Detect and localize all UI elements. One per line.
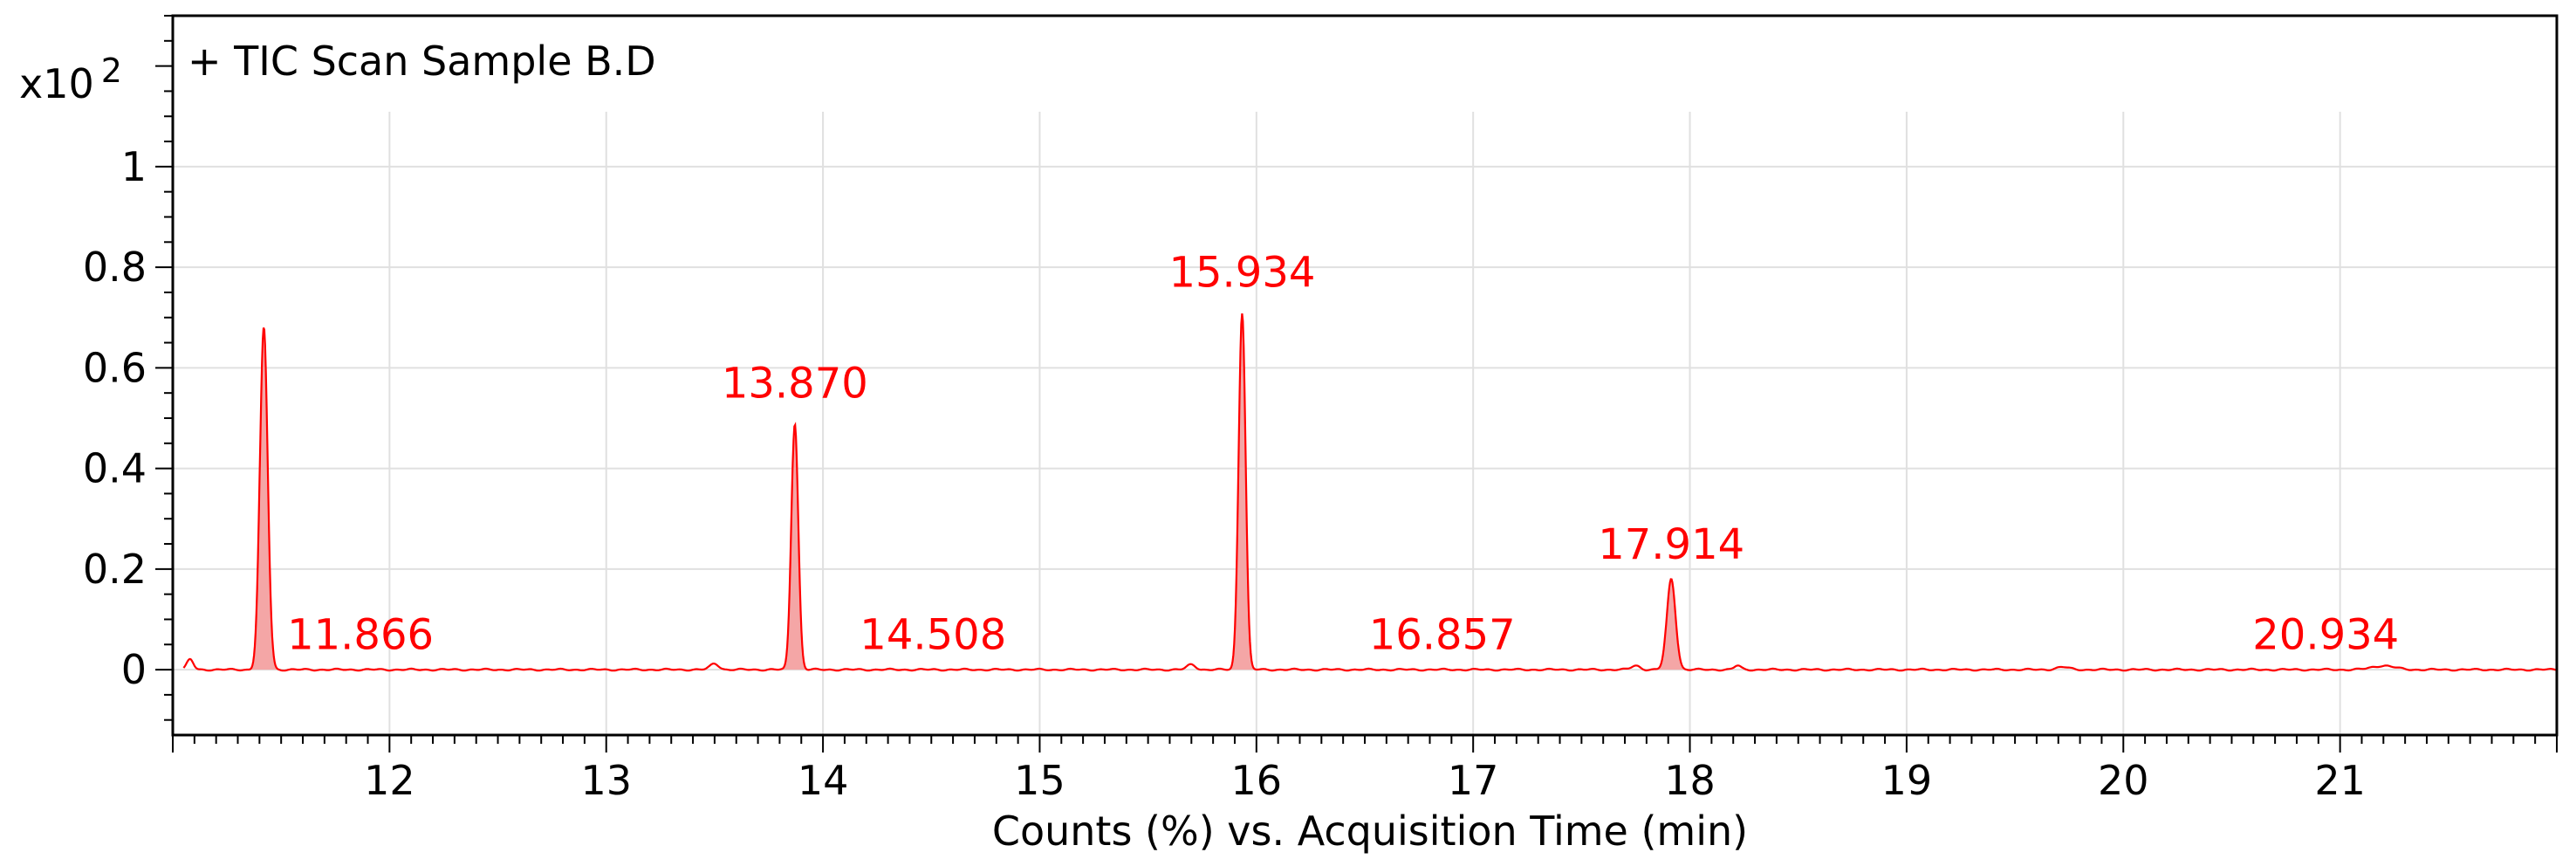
grid-lines: [173, 112, 2557, 735]
peak-label-1: 13.870: [722, 359, 868, 408]
y-axis: 0 0.2 0.4 0.6 0.8 1: [83, 15, 173, 721]
peak-label-6: 20.934: [2252, 611, 2399, 660]
x-axis-title: Counts (%) vs. Acquisition Time (min): [992, 808, 1748, 855]
peak-label-4: 16.857: [1369, 611, 1516, 660]
x-tick-label-17: 17: [1448, 757, 1499, 804]
trace-layer: [182, 313, 2558, 672]
peak-labels: 11.866 13.870 14.508 15.934 16.857 17.914 20.9…: [287, 249, 2399, 660]
y-tick-label-2: 0.4: [83, 445, 147, 492]
tic-trace-line: [182, 313, 2558, 672]
x-axis: 12 13 14 15 16 17 18 19 20 21: [172, 735, 2558, 804]
y-tick-label-0: 0: [121, 646, 147, 693]
y-multiplier-label: x10 2: [19, 52, 122, 107]
peak-label-3: 15.934: [1168, 249, 1315, 298]
plot-frame: [171, 14, 2559, 737]
x-tick-label-18: 18: [1664, 757, 1716, 804]
peak-label-0: 11.866: [287, 611, 434, 660]
y-tick-label-3: 0.6: [83, 344, 147, 391]
peak-fill-2: [1228, 313, 1257, 670]
peak-label-2: 14.508: [860, 611, 1006, 660]
x-tick-label-21: 21: [2314, 757, 2366, 804]
y-multiplier-base: x10: [19, 60, 94, 107]
y-tick-label-4: 0.8: [83, 244, 147, 291]
x-tick-label-13: 13: [580, 757, 632, 804]
x-tick-label-19: 19: [1881, 757, 1933, 804]
x-tick-label-20: 20: [2098, 757, 2149, 804]
peak-fill-0: [248, 326, 280, 670]
chart-title: + TIC Scan Sample B.D: [188, 38, 656, 85]
peak-fill-1: [780, 423, 809, 670]
peak-fill-3: [1654, 579, 1689, 670]
x-tick-label-14: 14: [798, 757, 849, 804]
y-tick-label-1: 0.2: [83, 546, 147, 593]
x-tick-label-16: 16: [1231, 757, 1283, 804]
peak-label-5: 17.914: [1598, 520, 1744, 569]
peak-fill-layer: [248, 313, 1689, 670]
x-tick-label-12: 12: [364, 757, 415, 804]
y-tick-label-5: 1: [121, 143, 147, 190]
y-multiplier-exponent: 2: [101, 52, 122, 90]
x-tick-label-15: 15: [1014, 757, 1065, 804]
